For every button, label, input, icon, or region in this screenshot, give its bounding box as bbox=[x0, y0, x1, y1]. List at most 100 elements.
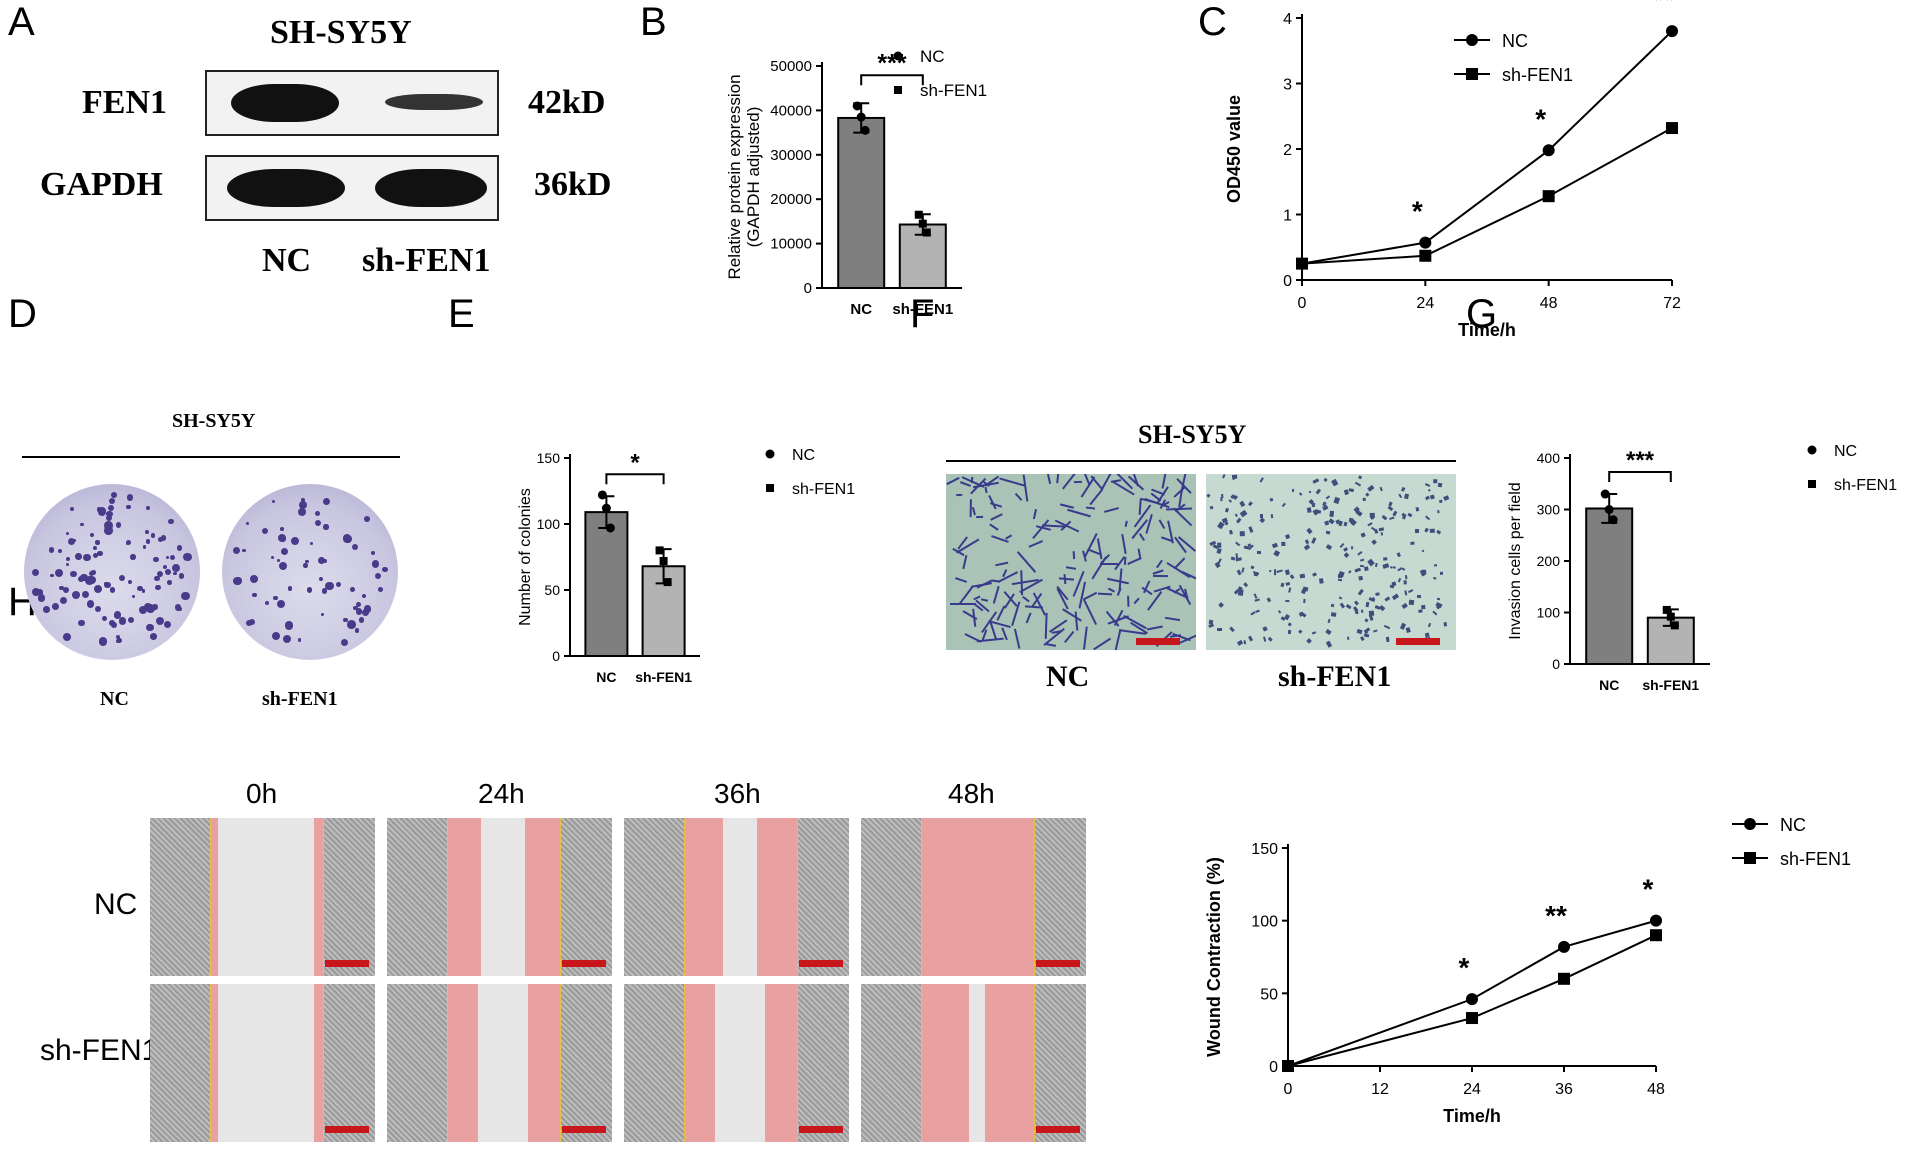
cell-speck bbox=[980, 597, 988, 602]
cell-speck bbox=[1437, 597, 1441, 601]
colony bbox=[32, 569, 40, 577]
colony bbox=[154, 576, 160, 582]
colony bbox=[284, 621, 293, 630]
wound-scalebar bbox=[325, 960, 369, 967]
x-tick-label: 0 bbox=[1284, 1081, 1293, 1098]
cell-speck bbox=[1345, 604, 1352, 610]
colony bbox=[131, 595, 135, 599]
legend-label: NC bbox=[1834, 443, 1857, 460]
cell-speck bbox=[1269, 498, 1274, 502]
cell-speck bbox=[1114, 628, 1121, 650]
cell-speck bbox=[1363, 633, 1370, 639]
cell-speck bbox=[1340, 602, 1346, 608]
colony bbox=[119, 617, 127, 625]
colony bbox=[143, 545, 147, 549]
cell-speck bbox=[1382, 515, 1388, 521]
cell-speck bbox=[1315, 488, 1321, 495]
colony bbox=[317, 557, 325, 565]
cell-speck bbox=[1254, 598, 1260, 602]
colony bbox=[276, 599, 286, 609]
colony bbox=[173, 571, 177, 576]
cell-speck bbox=[1302, 586, 1309, 592]
colony bbox=[271, 556, 275, 560]
cell-speck bbox=[1374, 562, 1378, 568]
cell-speck bbox=[1357, 628, 1363, 634]
cell-speck bbox=[1014, 492, 1023, 502]
colony bbox=[323, 524, 329, 530]
data-point bbox=[1662, 605, 1671, 614]
colony bbox=[126, 494, 133, 501]
colony bbox=[347, 620, 356, 629]
cell-speck bbox=[1217, 558, 1222, 564]
colony bbox=[136, 585, 143, 592]
cell-speck bbox=[1434, 563, 1438, 567]
colony bbox=[126, 504, 132, 510]
colony bbox=[82, 590, 90, 598]
colony bbox=[165, 555, 170, 560]
y-tick-label: 50000 bbox=[770, 58, 812, 75]
colony bbox=[352, 622, 356, 626]
x-tick-label: sh-FEN1 bbox=[1642, 677, 1699, 693]
cell-speck bbox=[1160, 536, 1172, 542]
significance-label: ** bbox=[1545, 900, 1567, 931]
data-point bbox=[1604, 505, 1614, 514]
cell-speck bbox=[1289, 574, 1295, 579]
series-line-NC bbox=[1287, 919, 1657, 1067]
cell-speck bbox=[1429, 528, 1435, 533]
y-tick-label: 100 bbox=[1537, 605, 1561, 621]
cell-speck bbox=[971, 582, 993, 589]
colony bbox=[273, 595, 278, 600]
cell-speck bbox=[1033, 509, 1038, 520]
cell-speck bbox=[1256, 551, 1261, 554]
y-tick-label: 40000 bbox=[770, 102, 812, 119]
wound-image bbox=[624, 984, 849, 1142]
cell-speck bbox=[994, 561, 1009, 567]
cell-speck bbox=[1272, 543, 1279, 549]
colony bbox=[370, 550, 376, 556]
bar-sh-FEN1 bbox=[1646, 616, 1695, 665]
colony bbox=[340, 639, 348, 647]
cell-speck bbox=[1298, 492, 1303, 497]
cell-speck bbox=[1243, 582, 1249, 588]
cell-speck bbox=[1333, 497, 1341, 505]
cell-speck bbox=[1022, 595, 1030, 602]
cell-speck bbox=[1299, 573, 1306, 579]
cell-speck bbox=[1325, 530, 1331, 535]
band-gapdh-nc bbox=[227, 169, 345, 207]
cell-speck bbox=[1436, 530, 1442, 536]
legend-marker bbox=[1466, 68, 1478, 80]
colony bbox=[116, 635, 121, 640]
x-tick-label: 48 bbox=[1647, 1081, 1665, 1098]
cell-speck bbox=[1373, 529, 1379, 535]
cell-speck bbox=[1164, 617, 1181, 622]
wound-time-48h: 48h bbox=[948, 778, 995, 809]
colony bbox=[116, 522, 122, 528]
cell-speck bbox=[1350, 545, 1354, 550]
cell-speck bbox=[1440, 571, 1444, 575]
cell-speck bbox=[1303, 598, 1306, 604]
cell-speck bbox=[1443, 494, 1450, 501]
cell-speck bbox=[1025, 612, 1032, 624]
cell-speck bbox=[1217, 542, 1222, 548]
cell-speck bbox=[1388, 516, 1395, 521]
cell-speck bbox=[1338, 573, 1343, 579]
colony bbox=[335, 581, 341, 587]
colony bbox=[63, 587, 70, 594]
cell-speck bbox=[1285, 534, 1291, 540]
cell-speck bbox=[1358, 576, 1363, 581]
colony bbox=[298, 638, 302, 642]
legend-marker bbox=[1807, 445, 1817, 455]
colony bbox=[282, 634, 291, 644]
wound-scalebar bbox=[562, 960, 606, 967]
significance-bracket bbox=[605, 473, 665, 485]
cell-speck bbox=[1328, 518, 1335, 525]
cell-speck bbox=[1403, 580, 1407, 585]
blot-fen1 bbox=[205, 70, 499, 136]
colony bbox=[152, 604, 158, 610]
cell-speck bbox=[1126, 556, 1142, 565]
cell-speck bbox=[1247, 635, 1254, 642]
colony bbox=[141, 589, 146, 593]
cell-speck bbox=[1407, 512, 1413, 518]
cell-speck bbox=[1152, 574, 1168, 577]
colony bbox=[118, 619, 122, 623]
